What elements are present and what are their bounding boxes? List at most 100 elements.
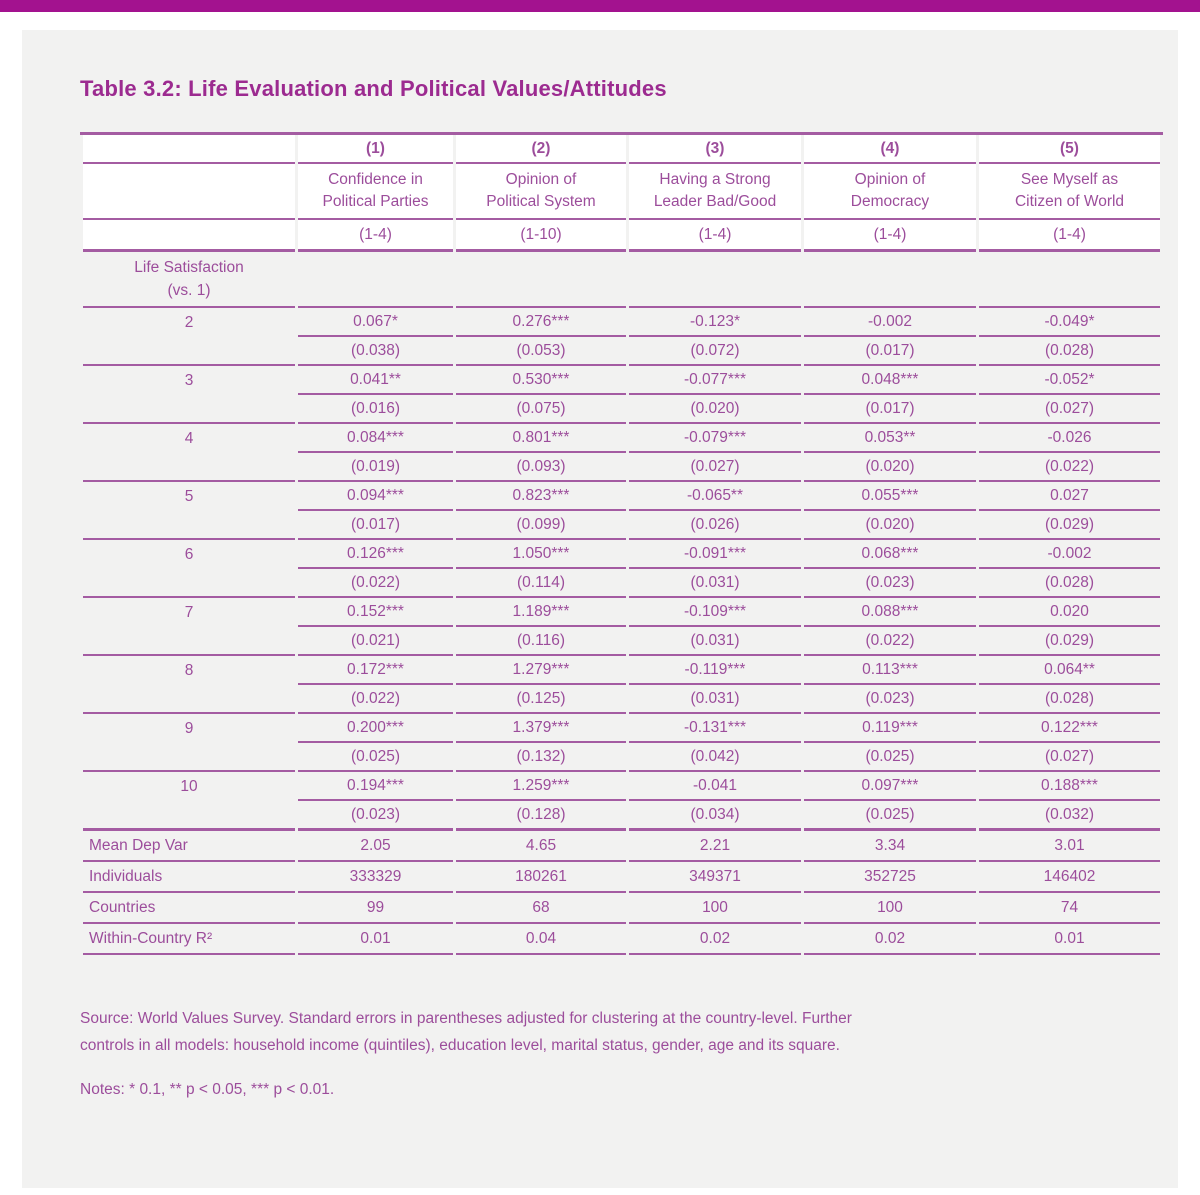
row-label-empty <box>83 685 295 714</box>
coefficient-cell: 0.113*** <box>804 656 976 685</box>
column-name-row: Confidence in Political Parties Opinion o… <box>83 164 1160 220</box>
footer-value-cell: 2.05 <box>298 831 453 862</box>
scale-row: (1-4) (1-10) (1-4) (1-4) (1-4) <box>83 220 1160 252</box>
coefficient-cell: -0.052* <box>979 366 1160 395</box>
coefficient-cell: 0.067* <box>298 308 453 337</box>
model-number-row: (1) (2) (3) (4) (5) <box>83 135 1160 164</box>
column-name-line2: Political Parties <box>322 193 429 210</box>
coefficient-cell: 0.088*** <box>804 598 976 627</box>
row-label: 8 <box>184 661 194 679</box>
row-label: 4 <box>184 429 194 447</box>
column-name-line1: Confidence in <box>328 170 423 188</box>
stderr-cell: (0.031) <box>629 627 801 656</box>
row-label-empty <box>83 511 295 540</box>
coefficient-cell: 0.801*** <box>456 424 626 453</box>
results-table: (1) (2) (3) (4) (5) Confidence in Politic… <box>80 132 1163 955</box>
coefficient-cell: 0.048*** <box>804 366 976 395</box>
row-label: 2 <box>184 313 194 331</box>
coefficient-cell: 1.050*** <box>456 540 626 569</box>
coefficient-cell: 0.122*** <box>979 714 1160 743</box>
coefficient-cell: 0.823*** <box>456 482 626 511</box>
coefficient-row: 7 0.152*** 1.189*** -0.109*** 0.088*** 0.020 <box>83 598 1160 627</box>
stderr-cell: (0.093) <box>456 453 626 482</box>
stderr-cell: (0.042) <box>629 743 801 772</box>
source-note-line2: controls in all models: household income… <box>80 1037 840 1054</box>
stderr-cell: (0.053) <box>456 337 626 366</box>
group-spacer-cell <box>979 252 1160 308</box>
stderr-cell: (0.031) <box>629 569 801 598</box>
coefficient-row: 10 0.194*** 1.259*** -0.041 0.097*** 0.188*** <box>83 772 1160 801</box>
stderr-cell: (0.022) <box>804 627 976 656</box>
coefficient-row: 9 0.200*** 1.379*** -0.131*** 0.119*** 0.122*… <box>83 714 1160 743</box>
footer-label: Individuals <box>83 862 295 893</box>
coefficient-cell: -0.091*** <box>629 540 801 569</box>
group-label-row: Life Satisfaction (vs. 1) <box>83 252 1160 308</box>
stderr-cell: (0.038) <box>298 337 453 366</box>
stderr-cell: (0.028) <box>979 685 1160 714</box>
footer-row: Countries 99 68 100 100 74 <box>83 893 1160 924</box>
stderr-cell: (0.029) <box>979 511 1160 540</box>
coefficient-cell: 0.053** <box>804 424 976 453</box>
coefficient-cell: 0.041** <box>298 366 453 395</box>
stderr-cell: (0.017) <box>804 395 976 424</box>
row-label-empty <box>83 569 295 598</box>
scale-cell: (1-10) <box>456 220 626 252</box>
stderr-row: (0.023) (0.128) (0.034) (0.025) (0.032) <box>83 801 1160 831</box>
model-number: (5) <box>979 135 1160 164</box>
footer-value-cell: 0.01 <box>298 924 453 955</box>
row-label-empty <box>83 395 295 424</box>
coefficient-cell: 1.379*** <box>456 714 626 743</box>
coefficient-cell: 0.094*** <box>298 482 453 511</box>
header-spacer-cell <box>83 135 295 164</box>
column-name-line1: Opinion of <box>505 170 577 188</box>
row-label: 5 <box>184 487 194 505</box>
column-name-line1: Having a Strong <box>659 170 771 188</box>
scale-cell: (1-4) <box>979 220 1160 252</box>
footer-value-cell: 100 <box>804 893 976 924</box>
stderr-cell: (0.072) <box>629 337 801 366</box>
footer-value-cell: 0.02 <box>804 924 976 955</box>
row-label: 7 <box>184 603 194 621</box>
header-spacer-cell <box>83 220 295 252</box>
footer-value-cell: 74 <box>979 893 1160 924</box>
stderr-cell: (0.025) <box>804 801 976 831</box>
footer-value-cell: 0.04 <box>456 924 626 955</box>
coefficient-cell: 0.084*** <box>298 424 453 453</box>
stderr-row: (0.025) (0.132) (0.042) (0.025) (0.027) <box>83 743 1160 772</box>
footer-value-cell: 3.01 <box>979 831 1160 862</box>
coefficient-cell: 0.276*** <box>456 308 626 337</box>
coefficient-cell: -0.123* <box>629 308 801 337</box>
stderr-cell: (0.029) <box>979 627 1160 656</box>
group-spacer-cell <box>804 252 976 308</box>
footer-value-cell: 4.65 <box>456 831 626 862</box>
footer-row: Mean Dep Var 2.05 4.65 2.21 3.34 3.01 <box>83 831 1160 862</box>
stderr-cell: (0.028) <box>979 337 1160 366</box>
group-spacer-cell <box>629 252 801 308</box>
coefficient-cell: 1.189*** <box>456 598 626 627</box>
stderr-row: (0.019) (0.093) (0.027) (0.020) (0.022) <box>83 453 1160 482</box>
stderr-row: (0.022) (0.114) (0.031) (0.023) (0.028) <box>83 569 1160 598</box>
stderr-cell: (0.034) <box>629 801 801 831</box>
coefficient-cell: -0.077*** <box>629 366 801 395</box>
stderr-cell: (0.016) <box>298 395 453 424</box>
stderr-cell: (0.023) <box>804 569 976 598</box>
header-spacer-cell <box>83 164 295 220</box>
stderr-cell: (0.019) <box>298 453 453 482</box>
footer-value-cell: 180261 <box>456 862 626 893</box>
coefficient-cell: 0.188*** <box>979 772 1160 801</box>
coefficient-row: 6 0.126*** 1.050*** -0.091*** 0.068*** -0.002 <box>83 540 1160 569</box>
column-name-line2: Political System <box>486 193 596 210</box>
stderr-row: (0.022) (0.125) (0.031) (0.023) (0.028) <box>83 685 1160 714</box>
coefficient-cell: -0.002 <box>804 308 976 337</box>
footer-label: Mean Dep Var <box>83 831 295 862</box>
table-notes: Source: World Values Survey. Standard er… <box>80 1005 1085 1103</box>
group-label: Life Satisfaction (vs. 1) <box>83 252 295 308</box>
source-note: Source: World Values Survey. Standard er… <box>80 1005 1085 1059</box>
stderr-cell: (0.020) <box>804 453 976 482</box>
column-name: Opinion of Political System <box>456 164 626 220</box>
stderr-cell: (0.132) <box>456 743 626 772</box>
footer-value-cell: 349371 <box>629 862 801 893</box>
coefficient-cell: -0.079*** <box>629 424 801 453</box>
footer-value-cell: 100 <box>629 893 801 924</box>
stderr-cell: (0.032) <box>979 801 1160 831</box>
